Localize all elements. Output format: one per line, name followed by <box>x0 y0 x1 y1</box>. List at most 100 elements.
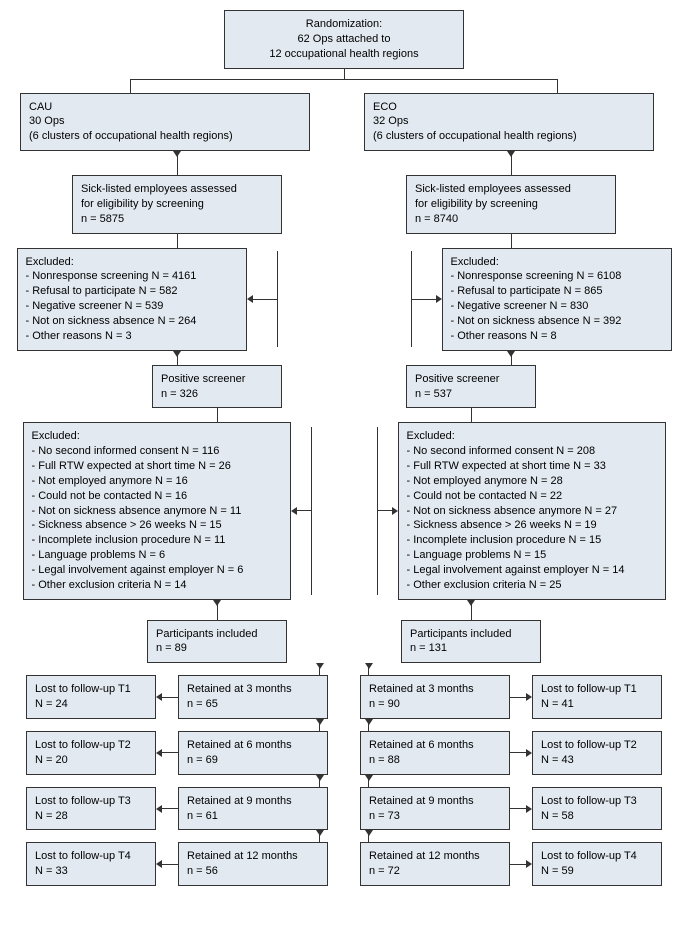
connector <box>217 408 218 422</box>
side-connector <box>378 507 398 515</box>
assessed-l1: Sick-listed employees assessed <box>415 182 607 197</box>
cau-header-box: CAU 30 Ops (6 clusters of occupational h… <box>20 93 310 152</box>
e2-7: - Language problems N = 15 <box>407 548 657 563</box>
connector <box>511 234 512 248</box>
lost-box: Lost to follow-up T3 N = 58 <box>532 787 662 831</box>
retained-box: Retained at 9 months n = 61 <box>178 787 328 831</box>
fu-row: Lost to follow-up T3 N = 28 Retained at … <box>10 787 344 831</box>
cau-positive-box: Positive screener n = 326 <box>152 365 282 409</box>
rand-line3: 12 occupational health regions <box>233 47 455 62</box>
e2-0: - No second informed consent N = 208 <box>407 444 657 459</box>
e2-6: - Incomplete inclusion procedure N = 11 <box>32 533 282 548</box>
cau-included-box: Participants included n = 89 <box>147 620 287 664</box>
excl-title: Excluded: <box>451 255 663 270</box>
cau-excl2-row: Excluded: - No second informed consent N… <box>10 422 344 599</box>
eco-included-box: Participants included n = 131 <box>401 620 541 664</box>
cau-excluded2-box: Excluded: - No second informed consent N… <box>23 422 291 599</box>
inc-n: n = 131 <box>410 641 532 656</box>
eco-excluded1-box: Excluded: - Nonresponse screening N = 61… <box>442 248 672 351</box>
e2-7: - Language problems N = 6 <box>32 548 282 563</box>
fu-row: Retained at 12 months n = 72 Lost to fol… <box>344 842 678 886</box>
side-connector <box>247 295 277 303</box>
lost-box: Lost to follow-up T3 N = 28 <box>26 787 156 831</box>
assessed-l2: for eligibility by screening <box>415 197 607 212</box>
retained-box: Retained at 6 months n = 69 <box>178 731 328 775</box>
e2-2: - Not employed anymore N = 16 <box>32 474 282 489</box>
retained-box: Retained at 9 months n = 73 <box>360 787 510 831</box>
randomization-box: Randomization: 62 Ops attached to 12 occ… <box>224 10 464 69</box>
left-arm: CAU 30 Ops (6 clusters of occupational h… <box>10 93 344 887</box>
cau-title: CAU <box>29 100 301 115</box>
e2-4: - Not on sickness absence anymore N = 27 <box>407 504 657 519</box>
excl-i1: - Refusal to participate N = 865 <box>451 284 663 299</box>
connector <box>277 251 278 347</box>
e2-1: - Full RTW expected at short time N = 26 <box>32 459 282 474</box>
pos-n: n = 537 <box>415 387 527 402</box>
retained-box: Retained at 12 months n = 72 <box>360 842 510 886</box>
retained-box: Retained at 3 months n = 90 <box>360 675 510 719</box>
assessed-l2: for eligibility by screening <box>81 197 273 212</box>
side-connector <box>156 860 178 868</box>
assessed-n: n = 8740 <box>415 212 607 227</box>
pos-n: n = 326 <box>161 387 273 402</box>
inc-n: n = 89 <box>156 641 278 656</box>
e2-9: - Other exclusion criteria N = 25 <box>407 578 657 593</box>
fu-row: Retained at 3 months n = 90 Lost to foll… <box>344 675 678 719</box>
excl-i2: - Negative screener N = 539 <box>26 299 238 314</box>
connector <box>471 600 472 620</box>
lost-box: Lost to follow-up T4 N = 33 <box>26 842 156 886</box>
e2-3: - Could not be contacted N = 22 <box>407 489 657 504</box>
excl-i0: - Nonresponse screening N = 6108 <box>451 269 663 284</box>
eco-assessed-box: Sick-listed employees assessed for eligi… <box>406 175 616 234</box>
lost-box: Lost to follow-up T2 N = 20 <box>26 731 156 775</box>
e2-5: - Sickness absence > 26 weeks N = 15 <box>32 518 282 533</box>
cau-clusters: (6 clusters of occupational health regio… <box>29 129 301 144</box>
e2-8: - Legal involvement against employer N =… <box>407 563 657 578</box>
cau-ops: 30 Ops <box>29 114 301 129</box>
e2-2: - Not employed anymore N = 28 <box>407 474 657 489</box>
side-connector <box>412 295 442 303</box>
excl-title: Excluded: <box>26 255 238 270</box>
cau-excluded1-box: Excluded: - Nonresponse screening N = 41… <box>17 248 247 351</box>
side-connector <box>156 749 178 757</box>
fu-row: Retained at 9 months n = 73 Lost to foll… <box>344 787 678 831</box>
e2-1: - Full RTW expected at short time N = 33 <box>407 459 657 474</box>
e2-9: - Other exclusion criteria N = 14 <box>32 578 282 593</box>
eco-header-box: ECO 32 Ops (6 clusters of occupational h… <box>364 93 654 152</box>
retained-box: Retained at 12 months n = 56 <box>178 842 328 886</box>
cau-assessed-box: Sick-listed employees assessed for eligi… <box>72 175 282 234</box>
eco-positive-box: Positive screener n = 537 <box>406 365 536 409</box>
pos-label: Positive screener <box>415 372 527 387</box>
side-connector <box>291 507 311 515</box>
eco-clusters: (6 clusters of occupational health regio… <box>373 129 645 144</box>
fu-row: Retained at 6 months n = 88 Lost to foll… <box>344 731 678 775</box>
excl2-title: Excluded: <box>407 429 657 444</box>
side-connector <box>510 749 532 757</box>
lost-box: Lost to follow-up T1 N = 41 <box>532 675 662 719</box>
side-connector <box>510 693 532 701</box>
e2-3: - Could not be contacted N = 16 <box>32 489 282 504</box>
two-arms: CAU 30 Ops (6 clusters of occupational h… <box>10 93 678 887</box>
right-arm: ECO 32 Ops (6 clusters of occupational h… <box>344 93 678 887</box>
e2-8: - Legal involvement against employer N =… <box>32 563 282 578</box>
side-connector <box>510 860 532 868</box>
lost-box: Lost to follow-up T1 N = 24 <box>26 675 156 719</box>
e2-6: - Incomplete inclusion procedure N = 15 <box>407 533 657 548</box>
fu-row: Lost to follow-up T2 N = 20 Retained at … <box>10 731 344 775</box>
pos-label: Positive screener <box>161 372 273 387</box>
rand-line2: 62 Ops attached to <box>233 32 455 47</box>
eco-ops: 32 Ops <box>373 114 645 129</box>
e2-4: - Not on sickness absence anymore N = 11 <box>32 504 282 519</box>
eco-excluded2-box: Excluded: - No second informed consent N… <box>398 422 666 599</box>
excl-i4: - Other reasons N = 3 <box>26 329 238 344</box>
rand-line1: Randomization: <box>233 17 455 32</box>
eco-excl2-row: Excluded: - No second informed consent N… <box>344 422 678 599</box>
fu-row: Lost to follow-up T4 N = 33 Retained at … <box>10 842 344 886</box>
connector <box>511 151 512 175</box>
excl-i3: - Not on sickness absence N = 264 <box>26 314 238 329</box>
excl-i2: - Negative screener N = 830 <box>451 299 663 314</box>
connector <box>177 234 178 248</box>
inc-label: Participants included <box>156 627 278 642</box>
connector <box>344 69 345 79</box>
side-connector <box>156 693 178 701</box>
